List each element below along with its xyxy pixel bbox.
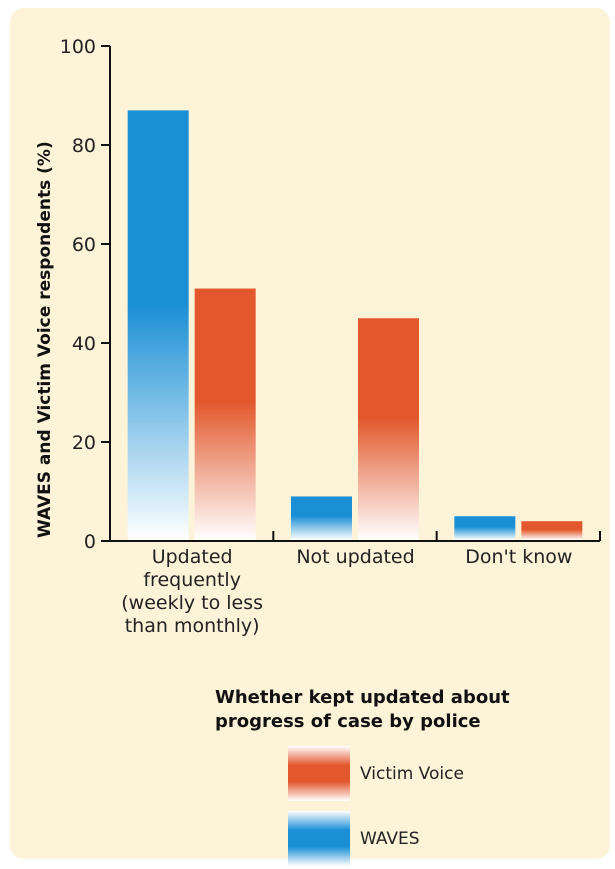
bar-waves <box>454 516 516 540</box>
x-tick-label: Don't know <box>436 546 601 569</box>
y-tick-label: 100 <box>60 36 96 58</box>
x-tick-label-line: frequently <box>143 569 241 591</box>
bar-victim-voice <box>521 521 583 540</box>
y-tick-label: 40 <box>72 333 96 355</box>
legend-swatch <box>288 811 350 866</box>
x-tick-label: Not updated <box>273 546 438 569</box>
legend-swatch <box>288 746 350 801</box>
x-tick-label-line: than monthly) <box>124 615 260 637</box>
y-tick-label: 60 <box>72 234 96 256</box>
y-tick-label: 80 <box>72 135 96 157</box>
legend-label: WAVES <box>360 828 420 849</box>
x-axis-label: Whether kept updated about progress of c… <box>215 687 510 732</box>
bar-victim-voice <box>358 318 419 540</box>
y-axis-label: WAVES and Victim Voice respondents (%) <box>35 141 55 538</box>
bar-victim-voice <box>194 288 256 540</box>
legend-label: Victim Voice <box>360 763 464 784</box>
y-tick-label: 20 <box>72 432 96 454</box>
bar-waves <box>127 110 189 540</box>
x-tick-label: Updated frequently (weekly to less than mon… <box>110 546 275 638</box>
legend-item: Victim Voice <box>288 746 464 801</box>
legend-item: WAVES <box>288 811 420 866</box>
bar-waves <box>291 496 352 540</box>
x-tick-label-line: (weekly to less <box>121 592 264 614</box>
y-tick-label: 0 <box>84 531 96 553</box>
chart-panel: 0 20 40 60 80 100 Updated frequently (weekly to… <box>10 8 610 866</box>
x-tick-label-line: Updated <box>151 546 233 568</box>
bar-chart: 0 20 40 60 80 100 <box>60 36 601 553</box>
x-tick-label-line: Not updated <box>296 546 415 568</box>
x-tick-label-line: Don't know <box>465 546 573 568</box>
